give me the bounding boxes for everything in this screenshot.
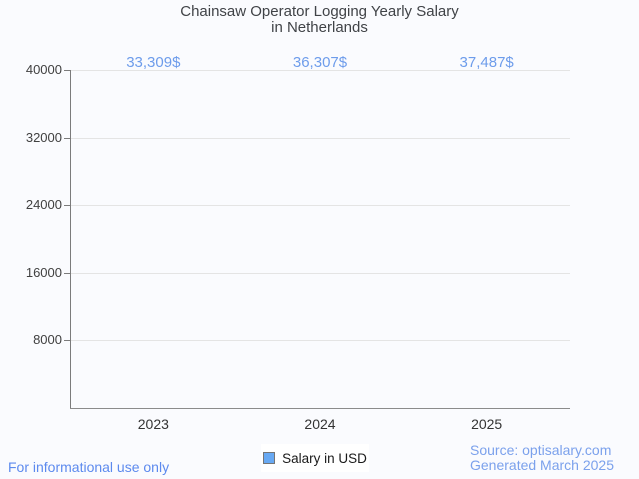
x-axis-line [70, 408, 570, 409]
bar-2025[interactable] [448, 91, 525, 408]
gridline-32000 [70, 137, 570, 139]
chart-title-line2: in Netherlands [271, 19, 368, 36]
source-attribution: Source: optisalary.com Generated March 2… [470, 443, 614, 473]
y-axis-label-16000: 16000 [25, 264, 62, 280]
bar-2023[interactable] [115, 127, 192, 408]
generated-line: Generated March 2025 [470, 457, 614, 473]
legend-swatch-icon [263, 452, 276, 464]
x-axis-label-2024: 2024 [304, 416, 336, 432]
gridline-40000 [70, 70, 570, 71]
chart-title: Chainsaw Operator Logging Yearly Salary … [0, 4, 639, 36]
value-label-2025: 37,487$ [459, 54, 514, 71]
value-label-2024: 36,307$ [292, 54, 348, 71]
y-axis-line [70, 70, 71, 408]
legend-label: Salary in USD [282, 450, 367, 466]
chart-title-line1: Chainsaw Operator Logging Yearly Salary [180, 3, 459, 20]
y-axis-label-32000: 32000 [25, 129, 62, 145]
gridline-24000 [70, 205, 570, 207]
disclaimer-text: For informational use only [8, 459, 170, 475]
y-axis-label-24000: 24000 [25, 197, 62, 213]
x-axis-label-2023: 2023 [137, 416, 169, 432]
y-axis-label-8000: 8000 [33, 332, 62, 348]
gridline-16000 [70, 272, 570, 274]
legend: Salary in USD [261, 444, 369, 472]
bar-2024[interactable] [282, 101, 359, 408]
y-axis-label-40000: 40000 [25, 62, 62, 77]
x-axis-label-2025: 2025 [471, 416, 503, 432]
value-label-2023: 33,309$ [126, 54, 181, 71]
source-line: Source: optisalary.com [470, 442, 612, 458]
y-axis-tick-16000 [64, 272, 70, 274]
y-axis-tick-8000 [64, 340, 70, 342]
y-axis-tick-40000 [64, 70, 70, 71]
gridline-8000 [70, 340, 570, 342]
y-axis-tick-24000 [64, 205, 70, 207]
y-axis-tick-32000 [64, 137, 70, 139]
